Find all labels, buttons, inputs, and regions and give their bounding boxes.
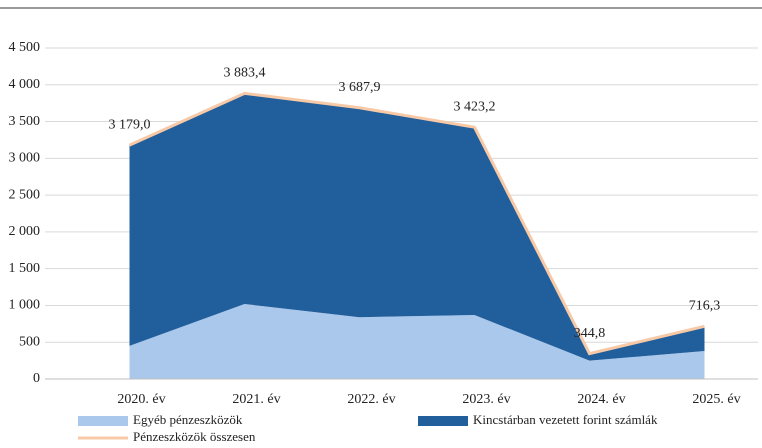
legend-label: Kincstárban vezetett forint számlák	[473, 412, 658, 427]
x-tick-label: 2022. év	[347, 392, 395, 407]
x-tick-label: 2023. év	[462, 392, 510, 407]
y-tick-label: 1 500	[9, 261, 41, 276]
data-label: 3 883,4	[224, 66, 266, 81]
y-tick-label: 3 500	[9, 114, 41, 129]
data-label: 3 179,0	[109, 117, 151, 132]
x-tick-label: 2021. év	[232, 392, 280, 407]
legend-swatch	[418, 416, 468, 426]
y-tick-label: 2 000	[9, 224, 41, 239]
legend-label: Pénzeszközök összesen	[133, 429, 256, 444]
legend-swatch	[78, 416, 128, 426]
data-label: 344,8	[574, 326, 606, 341]
total-line	[128, 91, 705, 356]
y-tick-label: 0	[33, 371, 40, 386]
x-tick-label: 2020. év	[117, 392, 165, 407]
area	[129, 303, 705, 379]
data-label: 3 423,2	[454, 99, 496, 114]
y-tick-label: 4 000	[9, 77, 41, 92]
y-tick-label: 4 500	[9, 40, 41, 55]
legend-label: Egyéb pénzeszközök	[133, 412, 243, 427]
y-tick-label: 2 500	[9, 187, 41, 202]
y-tick-label: 500	[19, 334, 40, 349]
y-tick-label: 1 000	[9, 298, 41, 313]
area	[129, 93, 705, 361]
data-label: 716,3	[689, 299, 721, 314]
x-tick-label: 2024. év	[577, 392, 625, 407]
y-tick-label: 3 000	[9, 151, 41, 166]
x-tick-label: 2025. év	[692, 392, 740, 407]
data-label: 3 687,9	[339, 80, 381, 95]
